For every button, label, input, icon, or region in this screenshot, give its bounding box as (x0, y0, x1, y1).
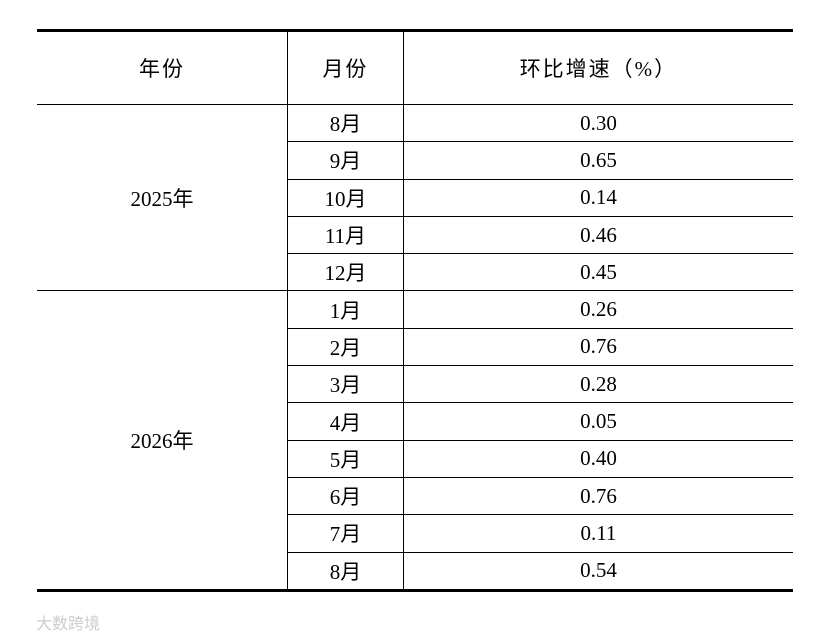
row: 2026年 1月 0.26 (37, 290, 793, 591)
value-cell: 0.46 (402, 215, 793, 255)
month-cell: 10月 (287, 178, 404, 217)
month-cell: 5月 (287, 439, 404, 478)
value-cell: 0.14 (402, 178, 793, 217)
table-body: 2025年 8月 0.30 9月 0.65 10月 0.14 11月 0.46 12月 0.45 20… (37, 103, 793, 591)
month-cell: 2月 (287, 327, 404, 367)
value-cell: 0.28 (402, 365, 793, 404)
value-cell: 0.76 (402, 476, 793, 516)
value-cell: 0.65 (402, 141, 793, 180)
month-cell: 11月 (287, 215, 404, 255)
value-cell: 0.11 (402, 514, 793, 553)
year-cell: 2025年 (37, 103, 288, 292)
value-cell: 0.45 (402, 253, 793, 292)
row: 5月 0.40 (37, 439, 793, 478)
month-cell: 8月 (287, 103, 404, 143)
value-cell: 0.30 (402, 103, 793, 143)
value-cell: 0.76 (402, 327, 793, 367)
row: 8月 0.54 (37, 551, 793, 591)
row: 9月 0.65 (37, 141, 793, 180)
month-cell: 8月 (287, 551, 404, 591)
data-table: 年份 月份 环比增速（%） 2025年 8月 0.30 9月 0.65 10月 0.14 11… (37, 29, 793, 592)
month-cell: 3月 (287, 365, 404, 404)
header-cell: 月份 (287, 30, 404, 105)
row: 2月 0.76 (37, 327, 793, 367)
row: 2025年 8月 0.30 (37, 103, 793, 292)
watermark: 大数跨境 (36, 614, 101, 633)
table-head: 年份 月份 环比增速（%） (37, 30, 793, 105)
row: 4月 0.05 (37, 402, 793, 441)
header-row: 年份 月份 环比增速（%） (37, 30, 793, 105)
header-cell: 年份 (37, 30, 288, 105)
row: 10月 0.14 (37, 178, 793, 217)
year-cell: 2026年 (37, 290, 288, 591)
value-cell: 0.05 (402, 402, 793, 441)
row: 3月 0.28 (37, 365, 793, 404)
month-cell: 12月 (287, 253, 404, 292)
value-cell: 0.40 (402, 439, 793, 478)
row: 11月 0.46 (37, 215, 793, 255)
value-cell: 0.26 (402, 290, 793, 329)
month-cell: 9月 (287, 141, 404, 180)
value-cell: 0.54 (402, 551, 793, 591)
row: 7月 0.11 (37, 514, 793, 553)
month-cell: 7月 (287, 514, 404, 553)
month-cell: 1月 (287, 290, 404, 329)
month-cell: 6月 (287, 476, 404, 516)
month-cell: 4月 (287, 402, 404, 441)
header-cell: 环比增速（%） (402, 30, 793, 105)
